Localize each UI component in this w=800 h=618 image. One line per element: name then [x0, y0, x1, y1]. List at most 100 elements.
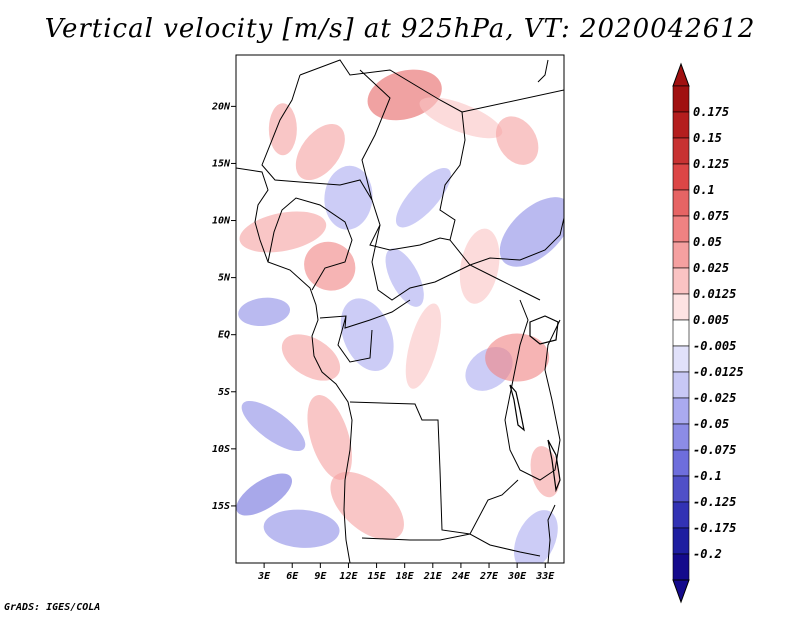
colorbar-label: 0.175 [693, 105, 729, 119]
field-sample [530, 446, 560, 498]
field-sample [236, 473, 293, 516]
y-tick-label: 5N [218, 273, 231, 284]
colorbar-swatch [672, 449, 690, 477]
x-tick-label: 6E [286, 571, 299, 582]
border-g [461, 89, 564, 266]
colorbar-label: 0.075 [693, 209, 729, 223]
field-sample [241, 400, 306, 452]
x-tick-label: 27E [479, 571, 499, 582]
field-layer [236, 69, 564, 563]
colorbar-label: -0.005 [693, 339, 736, 353]
x-axis: 3E 6E 9E 12E 15E 18E 21E 24E 27E 30E 33E [257, 563, 555, 582]
lake-victoria [529, 315, 559, 345]
colorbar-label: -0.125 [693, 495, 736, 509]
colorbar-label: -0.05 [693, 417, 729, 431]
border-b [261, 74, 451, 251]
colorbar-label: 0.005 [693, 313, 729, 327]
field-sample [495, 116, 539, 165]
border-c [359, 69, 471, 301]
x-tick-label: 24E [451, 571, 471, 582]
colorbar-swatch [672, 527, 690, 555]
colorbar-label: -0.1 [693, 469, 722, 483]
colorbar-swatch [672, 267, 690, 295]
chart-title: Vertical velocity [m/s] at 925hPa, VT: 2… [44, 14, 756, 44]
grads-credit: GrADS: IGES/COLA [4, 602, 101, 613]
y-axis: 20N 15N 10N 5N EQ 5S 10S 15S [211, 101, 236, 512]
colorbar-label: 0.125 [693, 157, 729, 171]
field-sample [499, 197, 564, 267]
colorbar-label: -0.0125 [693, 365, 744, 379]
colorbar-swatch [672, 111, 690, 139]
x-tick-label: 30E [507, 571, 527, 582]
field-sample [459, 228, 500, 304]
colorbar: 0.175 0.15 0.125 0.1 0.075 0.05 0.025 0.0125 0.0… [672, 62, 744, 604]
field-sample [419, 97, 503, 139]
colorbar-swatch [672, 241, 690, 269]
field-sample [513, 510, 558, 563]
field-sample [268, 103, 297, 156]
colorbar-max-arrow [672, 62, 690, 87]
colorbar-swatch [672, 345, 690, 373]
border-d [267, 197, 353, 291]
x-tick-label: 12E [339, 571, 358, 582]
x-tick-label: 9E [314, 571, 327, 582]
y-tick-label: 10N [212, 216, 231, 227]
colorbar-swatch [672, 189, 690, 217]
field-sample [281, 334, 341, 381]
lake-malawi [547, 439, 561, 493]
colorbar-label: 0.0125 [693, 287, 736, 301]
lake-tanganyika [509, 384, 525, 432]
colorbar-label: 0.15 [693, 131, 722, 145]
field-sample [340, 298, 394, 372]
y-tick-label: 20N [211, 101, 231, 112]
border-e [319, 299, 411, 363]
colorbar-swatch [672, 319, 690, 347]
colorbar-min-arrow [672, 579, 690, 604]
coastline [236, 167, 353, 563]
field-sample [395, 167, 451, 228]
colorbar-label: 0.025 [693, 261, 729, 275]
colorbar-swatch [672, 397, 690, 425]
field-sample [385, 248, 424, 307]
east-coast [537, 59, 556, 563]
colorbar-label: -0.025 [693, 391, 736, 405]
y-tick-label: 15N [212, 158, 231, 169]
colorbar-label: 0.05 [693, 235, 722, 249]
x-tick-label: 18E [396, 571, 415, 582]
colorbar-swatch [672, 215, 690, 243]
x-tick-label: 21E [423, 571, 443, 582]
y-tick-label: 15S [212, 501, 230, 512]
x-tick-label: 3E [257, 571, 271, 582]
colorbar-label: -0.175 [693, 521, 736, 535]
field-sample [238, 297, 291, 327]
x-tick-label: 15E [368, 571, 387, 582]
field-sample [307, 394, 352, 480]
country-borders [236, 59, 564, 563]
colorbar-label: -0.2 [693, 547, 722, 561]
x-tick-label: 33E [535, 571, 555, 582]
colorbar-label: -0.075 [693, 443, 736, 457]
field-sample [330, 471, 404, 541]
field-sample [324, 165, 373, 230]
border-h [504, 299, 561, 481]
colorbar-swatch [672, 371, 690, 399]
colorbar-swatch [672, 85, 690, 113]
colorbar-swatch [672, 553, 690, 581]
y-tick-label: 10S [212, 444, 230, 455]
field-sample [295, 124, 345, 181]
colorbar-swatch [672, 475, 690, 503]
field-sample [405, 303, 442, 389]
border-a [299, 59, 541, 301]
colorbar-swatch [672, 423, 690, 451]
field-sample [263, 509, 340, 548]
y-tick-label: 5S [218, 387, 230, 398]
colorbar-swatch [672, 293, 690, 321]
y-tick-label: EQ [218, 330, 230, 341]
map-frame [235, 54, 565, 564]
colorbar-swatch [672, 163, 690, 191]
colorbar-swatch [672, 501, 690, 529]
colorbar-swatch [672, 137, 690, 165]
border-f [349, 401, 541, 557]
field-sample [446, 445, 495, 498]
